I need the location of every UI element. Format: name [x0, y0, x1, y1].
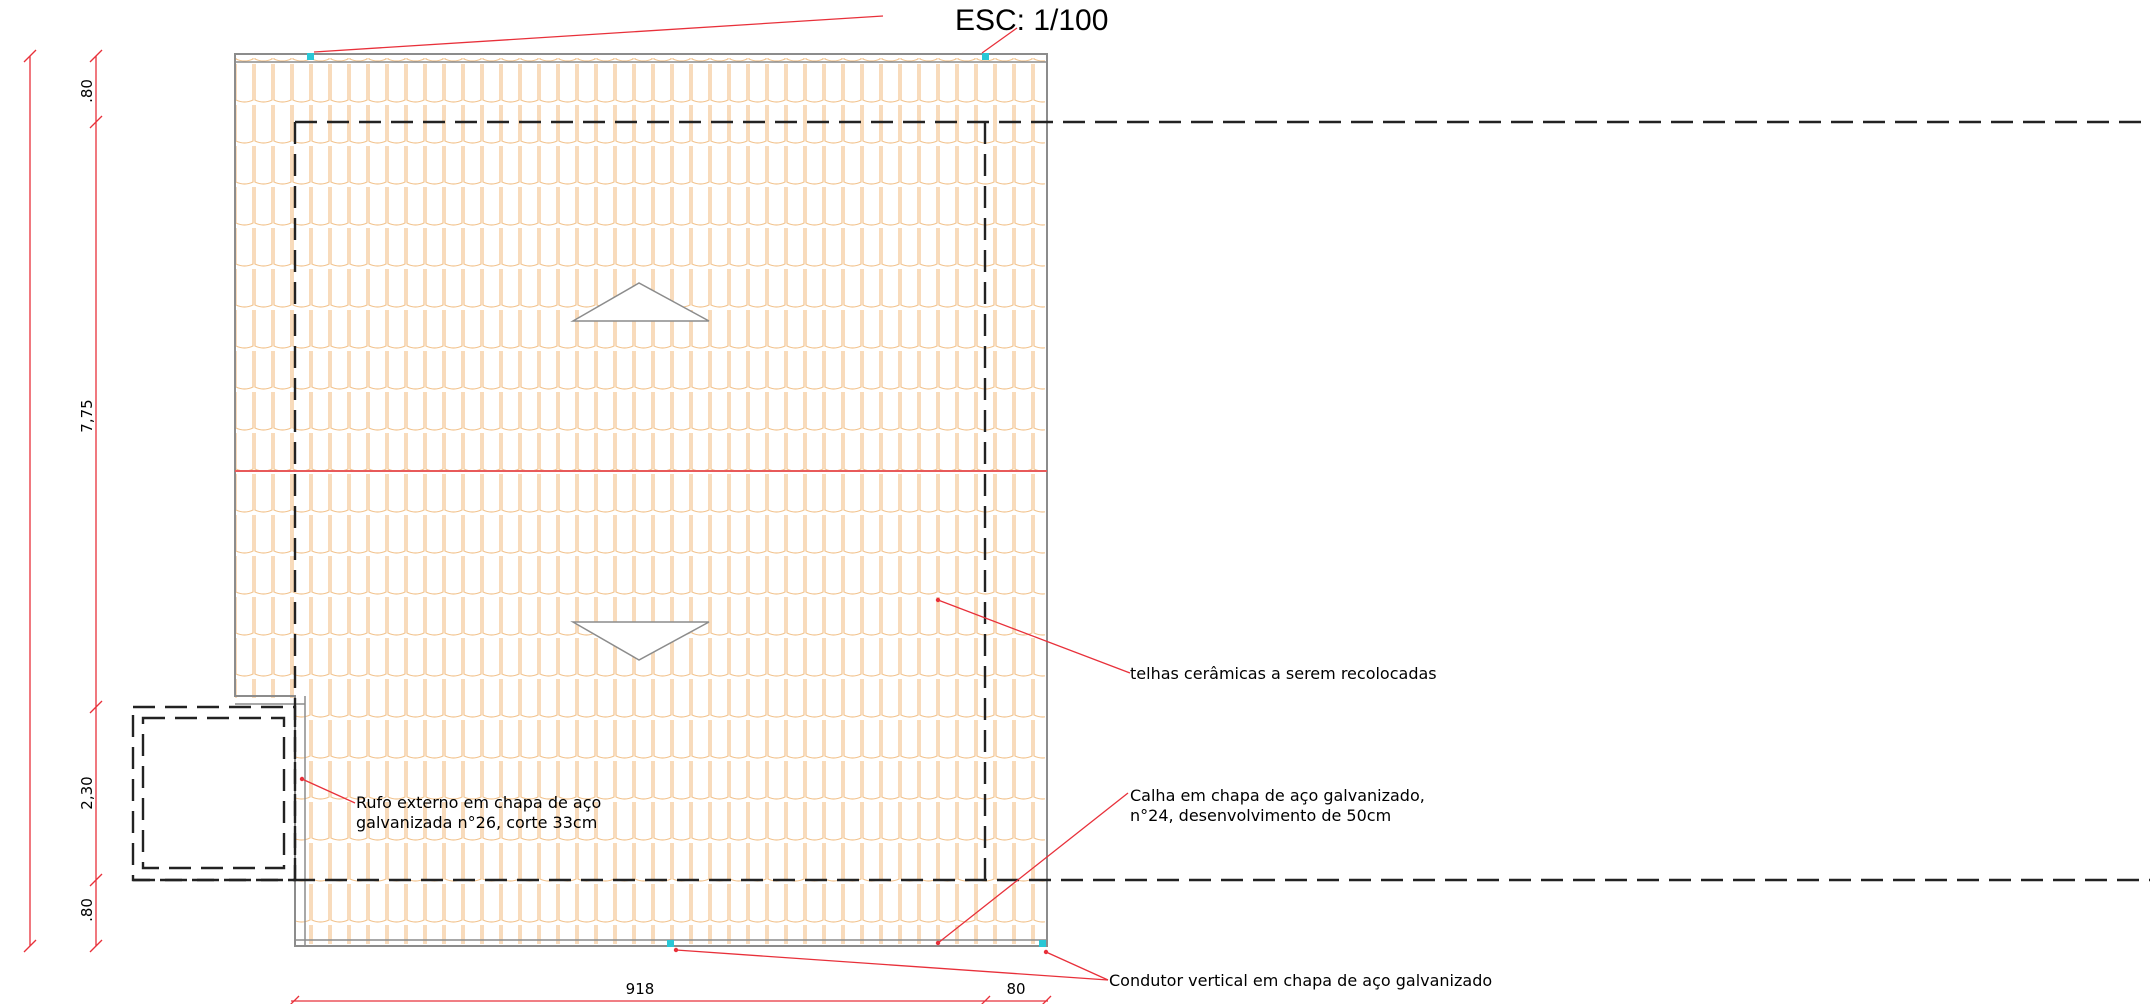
horizontal-dimension-line	[290, 995, 1052, 1004]
down-arrow-icon	[570, 621, 710, 661]
roof-tiles-upper	[235, 58, 1045, 698]
vertical-dimension-lines	[23, 49, 103, 953]
dimension-label: .80	[78, 898, 96, 922]
dimension-label: 918	[626, 980, 655, 998]
roof-outline	[234, 53, 1048, 947]
downpipe-marker	[1039, 940, 1046, 947]
gutter-annotation-line2: n°24, desenvolvimento de 50cm	[1130, 806, 1391, 825]
flashing-annotation-line1: Rufo externo em chapa de aço	[356, 793, 601, 812]
downpipe-annotation: Condutor vertical em chapa de aço galvan…	[1109, 971, 1492, 990]
downpipe-marker	[307, 53, 314, 60]
dimension-label: 2,30	[78, 776, 96, 809]
dimension-label: 7,75	[78, 399, 96, 432]
leader-dots	[299, 597, 1049, 955]
leader-lines	[301, 15, 1131, 981]
gutter-annotation-line1: Calha em chapa de aço galvanizado,	[1130, 786, 1425, 805]
dashed-walls	[131, 120, 2150, 882]
dimension-label: .80	[78, 79, 96, 103]
downpipe-marker	[667, 940, 674, 947]
roof-tiles-lower	[295, 698, 1045, 944]
tiles-annotation: telhas cerâmicas a serem recolocadas	[1130, 664, 1437, 683]
flashing-annotation-line2: galvanizada n°26, corte 33cm	[356, 813, 597, 832]
scale-label: ESC: 1/100	[955, 4, 1108, 37]
downpipe-marker	[982, 53, 989, 60]
up-arrow-icon	[570, 282, 710, 322]
dimension-label: 80	[1006, 980, 1025, 998]
